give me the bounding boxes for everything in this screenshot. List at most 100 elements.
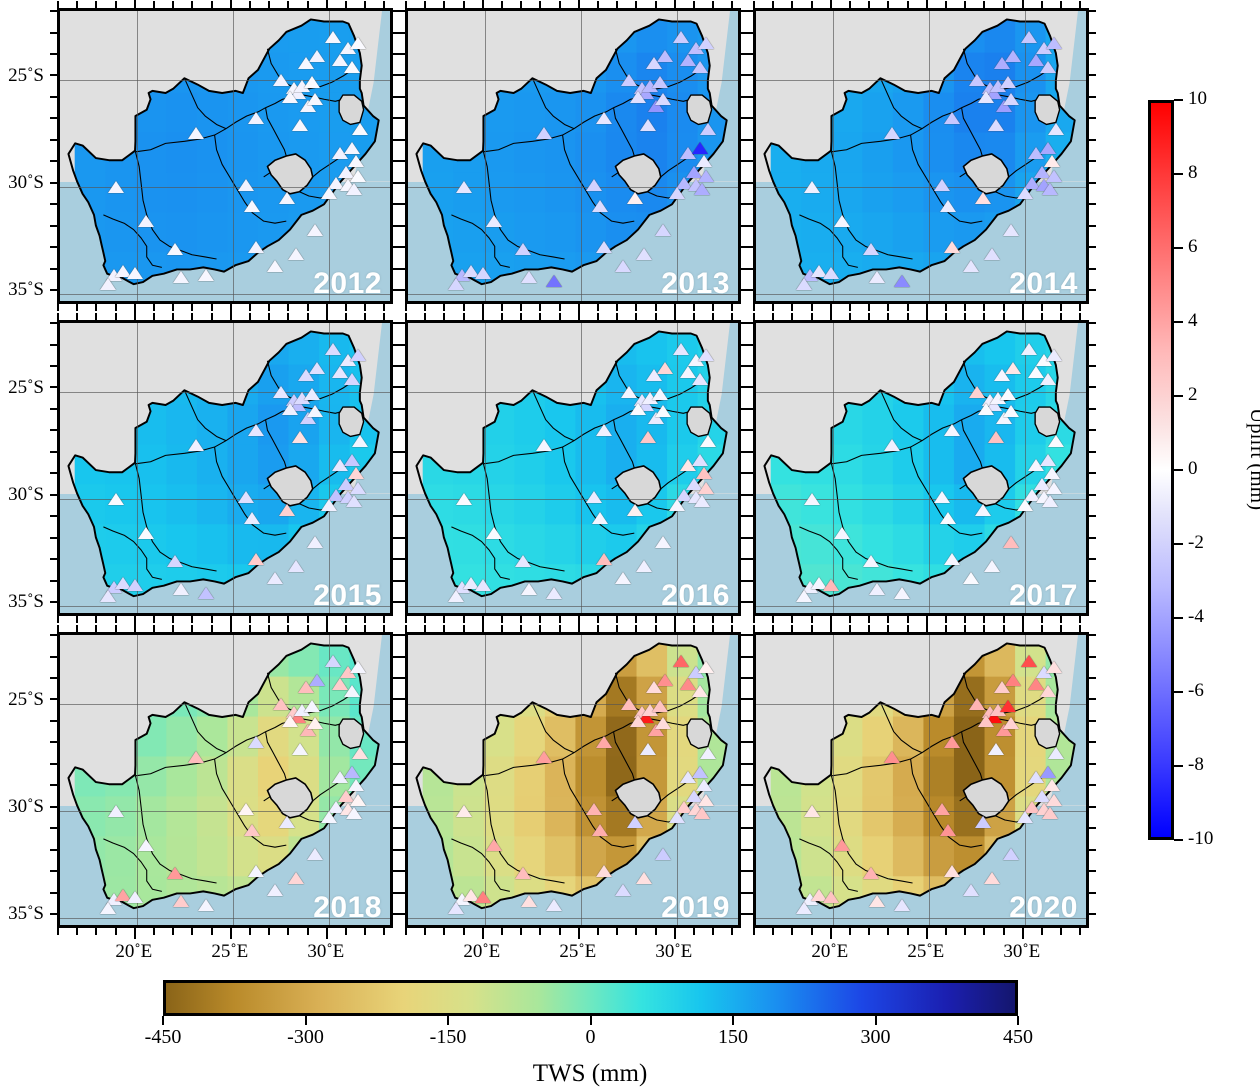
- y-tick: [741, 74, 748, 77]
- x-tick: [945, 313, 947, 320]
- gnss-station-marker: [863, 243, 880, 256]
- gnss-station-marker: [167, 867, 184, 880]
- y-tick: [398, 365, 405, 368]
- gnss-station-marker: [868, 271, 885, 284]
- uplift-colorbar-tick-label: 2: [1188, 384, 1198, 405]
- y-tick: [1089, 53, 1096, 56]
- x-tick: [153, 928, 155, 935]
- x-tick: [383, 616, 386, 623]
- x-tick: [345, 616, 347, 623]
- gnss-station-marker: [884, 751, 901, 764]
- gridline-lon: [232, 635, 234, 925]
- y-tick: [746, 267, 753, 270]
- x-tick: [1041, 304, 1043, 311]
- y-tick: [393, 805, 400, 808]
- y-tick: [393, 322, 400, 325]
- gridline-lat: [408, 391, 738, 393]
- x-tick: [443, 625, 446, 632]
- uplift-colorbar-tick-label: -4: [1188, 606, 1204, 627]
- x-tick: [712, 304, 715, 311]
- x-tick: [153, 313, 155, 320]
- x-tick: [597, 616, 599, 623]
- x-tick: [616, 1, 619, 8]
- gnss-station-marker: [267, 572, 284, 585]
- gnss-station-marker: [963, 260, 980, 273]
- gnss-station-marker: [288, 247, 305, 260]
- y-tick: [1089, 493, 1096, 496]
- y-tick: [398, 10, 405, 13]
- gnss-station-marker: [640, 742, 656, 755]
- x-tick: [249, 625, 251, 632]
- x-tick: [306, 625, 309, 632]
- y-tick: [393, 53, 400, 56]
- x-tick: [520, 616, 523, 623]
- y-tick: [741, 472, 748, 475]
- y-tick: [741, 407, 748, 410]
- x-tick: [753, 616, 755, 623]
- panel-year-label: 2018: [313, 891, 382, 924]
- y-tick: [741, 53, 748, 56]
- x-tick: [772, 928, 775, 935]
- x-tick: [849, 1, 851, 8]
- x-tick: [345, 1, 347, 8]
- gnss-station-marker: [993, 368, 1010, 381]
- y-tick: [1089, 10, 1096, 13]
- y-tick: [393, 429, 400, 432]
- y-tick: [741, 655, 748, 658]
- x-tick: [1079, 304, 1082, 311]
- x-tick: [712, 625, 715, 632]
- gnss-station-marker: [448, 589, 464, 602]
- gnss-station-marker: [1003, 717, 1020, 730]
- y-tick: [393, 698, 400, 701]
- x-tick: [443, 1, 446, 8]
- x-tick: [731, 928, 734, 935]
- gnss-station-marker: [640, 430, 656, 443]
- gnss-station-marker: [282, 90, 299, 103]
- y-tick: [746, 634, 753, 637]
- y-tick: [398, 870, 405, 873]
- y-tick: [741, 912, 748, 915]
- gnss-station-marker: [1045, 349, 1062, 362]
- y-tick: [50, 719, 57, 722]
- x-tick: [772, 313, 775, 320]
- y-tick: [741, 698, 748, 701]
- gridline-lon: [1024, 323, 1026, 613]
- y-tick: [50, 53, 57, 56]
- x-tick: [849, 313, 851, 320]
- gnss-station-marker: [863, 555, 880, 568]
- y-tick: [746, 870, 753, 873]
- x-tick: [945, 625, 947, 632]
- y-tick: [398, 224, 405, 227]
- panel-year-label: 2012: [313, 267, 382, 300]
- x-tick: [673, 621, 676, 632]
- x-tick: [172, 1, 175, 8]
- gnss-station-marker: [884, 127, 901, 140]
- x-tick: [616, 625, 619, 632]
- gnss-station-marker: [615, 260, 632, 273]
- x-tick: [1060, 313, 1063, 320]
- gnss-station-marker: [699, 123, 716, 136]
- y-tick: [50, 138, 57, 141]
- y-tick: [741, 95, 748, 98]
- x-tick: [810, 1, 813, 8]
- gnss-station-marker: [351, 123, 368, 136]
- gnss-station-marker: [695, 467, 712, 480]
- gnss-station-marker: [978, 90, 995, 103]
- y-tick: [746, 784, 753, 787]
- gnss-station-marker: [934, 490, 951, 503]
- y-tick: [398, 181, 405, 184]
- x-tick: [210, 616, 213, 623]
- x-tick: [462, 313, 465, 320]
- x-tick: [364, 625, 367, 632]
- uplift-colorbar-tick: [1174, 395, 1183, 397]
- y-tick: [393, 579, 400, 582]
- x-axis-tick-label: 30˚E: [655, 941, 693, 962]
- panel-year-label: 2017: [1009, 579, 1078, 612]
- gnss-station-marker: [138, 215, 155, 228]
- y-tick: [393, 600, 400, 603]
- y-tick: [1089, 246, 1096, 249]
- gridline-lat: [408, 810, 738, 812]
- y-tick: [393, 870, 400, 873]
- y-tick: [1089, 655, 1096, 658]
- gnss-station-marker: [834, 527, 851, 540]
